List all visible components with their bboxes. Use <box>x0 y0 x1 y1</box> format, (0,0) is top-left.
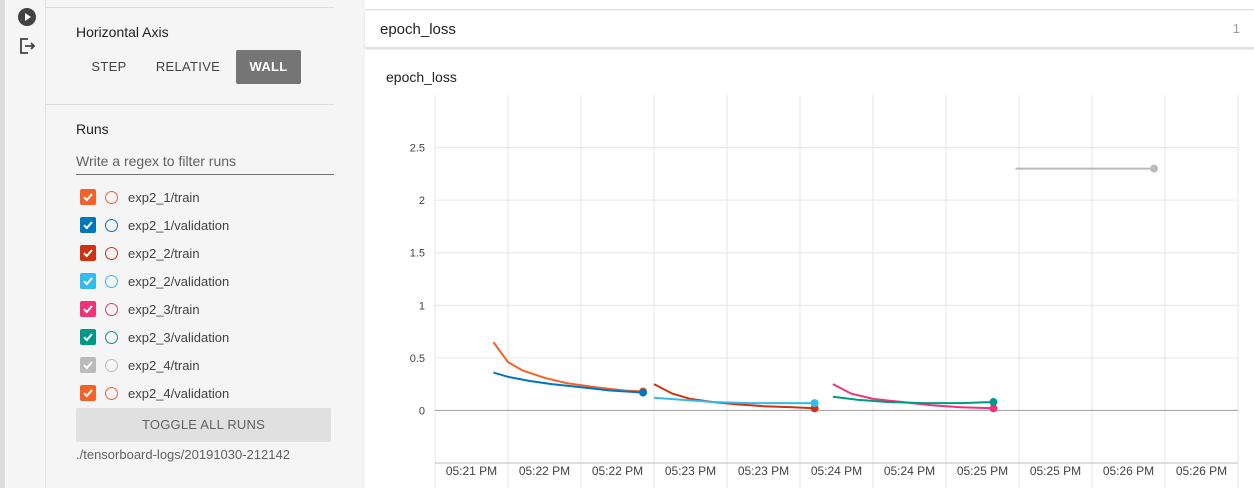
run-item[interactable]: exp2_2/train <box>80 243 200 263</box>
logout-icon[interactable] <box>17 36 37 56</box>
y-tick-label: 1.5 <box>410 248 425 260</box>
x-tick-label: 05:22 PM <box>592 464 643 478</box>
run-label: exp2_4/validation <box>128 385 230 401</box>
series-endpoint <box>989 398 998 407</box>
x-tick-label: 05:21 PM <box>446 464 497 478</box>
toggle-all-runs-button[interactable]: TOGGLE ALL RUNS <box>76 408 331 442</box>
series-line <box>653 396 815 405</box>
axis-relative-button[interactable]: RELATIVE <box>155 59 221 74</box>
runs-filter-input[interactable] <box>76 148 334 175</box>
series-line <box>493 371 644 394</box>
logdir-path: ./tensorboard-logs/20191030-212142 <box>76 447 290 462</box>
series-line <box>492 341 644 393</box>
run-item[interactable]: exp2_1/validation <box>80 215 229 235</box>
run-checkbox[interactable] <box>80 357 96 373</box>
series-endpoint <box>639 388 648 397</box>
run-item[interactable]: exp2_3/train <box>80 299 200 319</box>
run-label: exp2_1/train <box>128 189 200 205</box>
divider <box>46 7 334 8</box>
run-color-swatch[interactable] <box>105 274 118 288</box>
run-color-swatch[interactable] <box>105 358 118 372</box>
run-checkbox[interactable] <box>80 329 96 345</box>
chart-card: epoch_loss 0 0.5 1 1.5 2 2.5 05:21 PM 05:22 PM 0… <box>365 50 1254 488</box>
y-tick-label: 2 <box>419 195 425 207</box>
axis-wall-button[interactable]: WALL <box>236 50 301 84</box>
run-color-swatch[interactable] <box>105 246 118 260</box>
run-checkbox[interactable] <box>80 189 96 205</box>
run-label: exp2_4/train <box>128 357 200 373</box>
series-endpoint <box>989 404 998 413</box>
series-endpoint <box>810 399 819 408</box>
run-checkbox[interactable] <box>80 385 96 401</box>
x-tick-label: 05:24 PM <box>884 464 935 478</box>
left-rail <box>0 0 46 488</box>
x-tick-label: 05:25 PM <box>957 464 1008 478</box>
run-item[interactable]: exp2_4/validation <box>80 383 229 403</box>
run-color-swatch[interactable] <box>105 190 118 204</box>
x-tick-label: 05:24 PM <box>811 464 862 478</box>
x-tick-label: 05:26 PM <box>1176 464 1227 478</box>
divider <box>46 104 334 105</box>
sidebar: Horizontal Axis STEP RELATIVE WALL Runs … <box>46 0 364 488</box>
run-item[interactable]: exp2_4/train <box>80 355 200 375</box>
y-tick-label: 0 <box>419 405 425 417</box>
axis-step-button[interactable]: STEP <box>91 59 127 74</box>
run-label: exp2_2/validation <box>128 273 230 289</box>
x-tick-label: 05:23 PM <box>665 464 716 478</box>
tag-group-title: epoch_loss <box>380 21 456 38</box>
horizontal-axis-title: Horizontal Axis <box>76 24 169 40</box>
run-label: exp2_1/validation <box>128 217 230 233</box>
run-item[interactable]: exp2_2/validation <box>80 271 229 291</box>
run-checkbox[interactable] <box>80 301 96 317</box>
run-color-swatch[interactable] <box>105 330 118 344</box>
play-circle-icon[interactable] <box>17 7 37 27</box>
run-item[interactable]: exp2_1/train <box>80 187 200 207</box>
series-endpoint <box>1150 164 1159 173</box>
series-line <box>832 383 994 410</box>
run-checkbox[interactable] <box>80 273 96 289</box>
previous-card <box>365 0 1254 10</box>
chart-title: epoch_loss <box>386 69 457 85</box>
run-color-swatch[interactable] <box>105 386 118 400</box>
x-tick-label: 05:22 PM <box>519 464 570 478</box>
run-item[interactable]: exp2_3/validation <box>80 327 229 347</box>
series-line <box>832 395 994 405</box>
y-tick-label: 2.5 <box>410 143 425 155</box>
rail-edge <box>0 0 5 488</box>
run-checkbox[interactable] <box>80 245 96 261</box>
run-color-swatch[interactable] <box>105 218 118 232</box>
run-label: exp2_3/validation <box>128 329 230 345</box>
run-color-swatch[interactable] <box>105 302 118 316</box>
y-tick-label: 1 <box>419 300 425 312</box>
tag-group-count: 1 <box>1232 21 1240 36</box>
x-tick-label: 05:25 PM <box>1030 464 1081 478</box>
y-tick-label: 0.5 <box>410 353 425 365</box>
run-checkbox[interactable] <box>80 217 96 233</box>
epoch-loss-chart[interactable]: 0 0.5 1 1.5 2 2.5 05:21 PM 05:22 PM 05:22 PM 05:2… <box>365 50 1254 488</box>
x-tick-label: 05:23 PM <box>738 464 789 478</box>
run-label: exp2_3/train <box>128 301 200 317</box>
run-label: exp2_2/train <box>128 245 200 261</box>
x-tick-label: 05:26 PM <box>1103 464 1154 478</box>
tag-group-header[interactable]: epoch_loss 1 <box>365 11 1254 48</box>
runs-title: Runs <box>76 121 109 137</box>
series-line <box>653 383 815 410</box>
